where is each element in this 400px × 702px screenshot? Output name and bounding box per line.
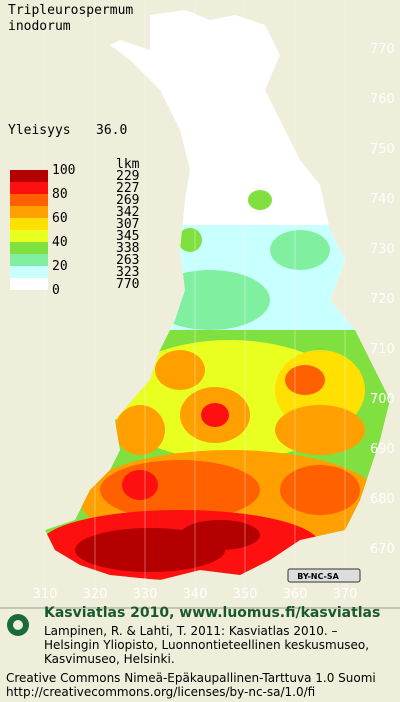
legend-count: 770 <box>116 277 139 292</box>
legend-swatch <box>10 170 48 182</box>
legend-swatch <box>10 266 48 278</box>
y-axis-label: 710 <box>370 342 395 357</box>
legend-swatch <box>10 242 48 254</box>
y-axis-label: 730 <box>370 242 395 257</box>
legend-count-header: lkm <box>116 157 140 172</box>
legend-count: 345 <box>116 229 139 244</box>
x-axis-label: 360 <box>283 587 308 602</box>
y-axis-label: 680 <box>370 492 395 507</box>
legend-count: 342 <box>116 205 139 220</box>
species-line: inodorum <box>8 19 71 34</box>
legend-count: 269 <box>116 193 139 208</box>
legend-swatch <box>10 194 48 206</box>
citation: Lampinen, R. & Lahti, T. 2011: Kasviatla… <box>44 624 338 638</box>
legend-count: 307 <box>116 217 139 232</box>
legend-swatch <box>10 230 48 242</box>
species-line: Tripleurospermum <box>8 3 133 18</box>
frequency-value: 36.0 <box>96 123 127 138</box>
y-axis-label: 770 <box>370 42 395 57</box>
legend-swatch <box>10 218 48 230</box>
citation: Helsingin Yliopisto, Luonnontieteellinen… <box>44 638 369 652</box>
y-axis-label: 750 <box>370 142 395 157</box>
legend-count: 229 <box>116 169 139 184</box>
grid <box>44 0 346 600</box>
y-axis-label: 670 <box>370 542 395 557</box>
legend-level: 100 <box>52 163 75 178</box>
x-axis-label: 330 <box>133 587 158 602</box>
license-badge-text: BY-NC-SA <box>297 572 339 581</box>
legend-level: 60 <box>52 211 68 226</box>
license-badge <box>287 568 361 583</box>
legend-level: 40 <box>52 235 68 250</box>
x-axis-label: 350 <box>233 587 258 602</box>
y-axis-label: 760 <box>370 92 395 107</box>
x-axis-label: 340 <box>183 587 208 602</box>
x-axis-label: 370 <box>333 587 358 602</box>
legend-swatch <box>10 206 48 218</box>
legend-level: 0 <box>52 283 60 298</box>
license: Creative Commons Nimeä-Epäkaupallinen-Ta… <box>6 671 376 685</box>
y-axis-label: 720 <box>370 292 395 307</box>
legend-swatch <box>10 254 48 266</box>
y-axis-label: 700 <box>370 392 395 407</box>
distribution-map <box>45 10 390 580</box>
license: http://creativecommons.org/licenses/by-n… <box>6 685 315 699</box>
legend-count: 263 <box>116 253 139 268</box>
legend-level: 20 <box>52 259 68 274</box>
x-axis-label: 310 <box>33 587 58 602</box>
legend-count: 323 <box>116 265 139 280</box>
logo <box>7 614 29 636</box>
x-axis-label: 320 <box>83 587 108 602</box>
legend-count: 227 <box>116 181 139 196</box>
citation: Kasvimuseo, Helsinki. <box>44 652 175 666</box>
legend-swatch <box>10 278 48 290</box>
y-axis-label: 740 <box>370 192 395 207</box>
y-axis-label: 690 <box>370 442 395 457</box>
legend-count: 338 <box>116 241 139 256</box>
footer-heading: Kasviatlas 2010, www.luomus.fi/kasviatla… <box>44 605 380 621</box>
frequency-label: Yleisyys <box>8 123 71 138</box>
legend-swatch <box>10 182 48 194</box>
legend-level: 80 <box>52 187 68 202</box>
